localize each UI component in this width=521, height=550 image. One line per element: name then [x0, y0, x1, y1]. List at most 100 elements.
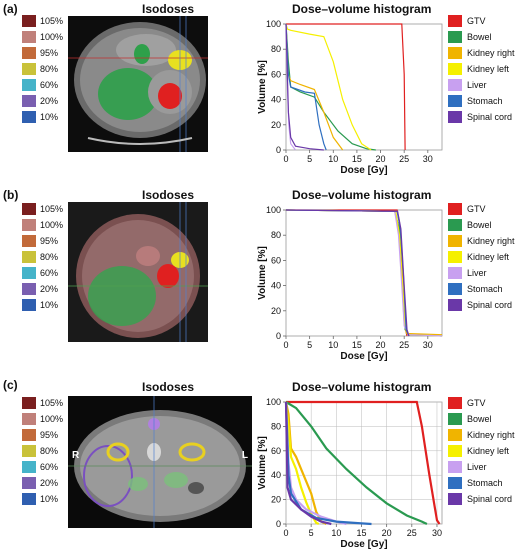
legend-swatch: [22, 477, 36, 489]
legend-swatch: [22, 461, 36, 473]
legend-label: 80%: [40, 252, 59, 262]
y-tick-label: 20: [271, 495, 281, 505]
structure-legend-item: Bowel: [448, 218, 492, 232]
legend-swatch: [448, 219, 462, 231]
y-axis-label: Volume [%]: [257, 436, 268, 490]
isodose-legend-item: 10%: [22, 492, 58, 506]
structure-legend-item: Spinal cord: [448, 110, 512, 124]
isodose-legend-item: 95%: [22, 46, 58, 60]
isodose-legend-item: 60%: [22, 460, 58, 474]
isodose-legend-item: 80%: [22, 444, 58, 458]
isodose-legend: 105% 100% 95% 80% 60% 20% 10%: [22, 396, 68, 508]
legend-swatch: [448, 251, 462, 263]
legend-label: 60%: [40, 462, 59, 472]
legend-label: Bowel: [467, 32, 492, 42]
panel-b: (b) Isodoses 105% 100% 95% 80% 60% 20% 1…: [0, 186, 521, 366]
structure-legend-item: Liver: [448, 266, 487, 280]
legend-swatch: [448, 461, 462, 473]
x-tick-label: 20: [376, 340, 386, 350]
legend-swatch: [22, 219, 36, 231]
legend-swatch: [448, 477, 462, 489]
x-tick-label: 15: [352, 340, 362, 350]
legend-swatch: [22, 397, 36, 409]
x-tick-label: 20: [376, 154, 386, 164]
legend-label: 105%: [40, 398, 64, 408]
x-tick-label: 30: [423, 340, 433, 350]
isodose-legend-item: 95%: [22, 428, 58, 442]
legend-swatch: [448, 267, 462, 279]
legend-label: 80%: [40, 64, 59, 74]
legend-label: Kidney left: [467, 446, 510, 456]
x-tick-label: 25: [407, 528, 417, 538]
series-line-kidney-left: [285, 23, 372, 151]
ct-image: [68, 16, 208, 152]
structure-legend-item: Liver: [448, 460, 487, 474]
structure-legend-item: Spinal cord: [448, 298, 512, 312]
x-tick-label: 10: [328, 154, 338, 164]
legend-label: 105%: [40, 16, 64, 26]
legend-label: Kidney left: [467, 64, 510, 74]
legend-label: Kidney right: [467, 236, 515, 246]
ct-right-mark: R: [72, 450, 80, 461]
ct-image: [68, 202, 208, 342]
legend-swatch: [22, 267, 36, 279]
legend-label: 10%: [40, 300, 59, 310]
legend-label: GTV: [467, 16, 486, 26]
legend-swatch: [448, 413, 462, 425]
isodose-legend-item: 20%: [22, 94, 58, 108]
isodose-legend-item: 60%: [22, 78, 58, 92]
dvh-title: Dose–volume histogram: [292, 380, 432, 394]
structure-legend-item: Stomach: [448, 476, 503, 490]
legend-label: GTV: [467, 398, 486, 408]
isodose-legend-item: 105%: [22, 202, 63, 216]
dvh-title: Dose–volume histogram: [292, 188, 432, 202]
legend-label: Spinal cord: [467, 300, 513, 310]
isodose-legend-item: 60%: [22, 266, 58, 280]
structure-legend: GTV Bowel Kidney right Kidney left Liver…: [448, 396, 521, 508]
legend-label: Stomach: [467, 284, 503, 294]
legend-label: Bowel: [467, 414, 492, 424]
x-tick-label: 5: [309, 528, 314, 538]
x-tick-label: 15: [352, 154, 362, 164]
x-tick-label: 5: [307, 340, 312, 350]
legend-swatch: [22, 235, 36, 247]
legend-label: Kidney right: [467, 430, 515, 440]
legend-label: 60%: [40, 268, 59, 278]
legend-swatch: [448, 493, 462, 505]
structure-legend: GTV Bowel Kidney right Kidney left Liver…: [448, 202, 521, 314]
x-tick-label: 15: [356, 528, 366, 538]
y-tick-label: 100: [266, 397, 281, 407]
ct-image-graphic: [68, 202, 208, 342]
series-line-spinal-cord: [285, 23, 324, 151]
legend-label: Liver: [467, 462, 487, 472]
legend-swatch: [448, 47, 462, 59]
legend-label: 20%: [40, 284, 59, 294]
structure-legend-item: Kidney left: [448, 62, 509, 76]
y-tick-label: 20: [271, 120, 281, 130]
isodose-legend-item: 95%: [22, 234, 58, 248]
legend-label: Stomach: [467, 478, 503, 488]
x-tick-label: 30: [423, 154, 433, 164]
structure-legend-item: Kidney left: [448, 250, 509, 264]
legend-label: Liver: [467, 268, 487, 278]
legend-swatch: [448, 79, 462, 91]
legend-swatch: [22, 203, 36, 215]
y-tick-label: 60: [271, 69, 281, 79]
x-tick-label: 10: [328, 340, 338, 350]
structure-legend-item: GTV: [448, 396, 486, 410]
legend-swatch: [22, 15, 36, 27]
legend-swatch: [22, 299, 36, 311]
dvh-chart: 0 5 10 15 20 25 30 0 20 40 60 80 100 Dose [Gy] Volume …: [257, 205, 443, 362]
structure-legend-item: Stomach: [448, 282, 503, 296]
legend-label: 100%: [40, 220, 64, 230]
panel-label: (a): [3, 2, 18, 16]
panel-c: (c) Isodoses 105% 100% 95% 80% 60% 20% 1…: [0, 376, 521, 550]
x-tick-label: 30: [432, 528, 442, 538]
y-tick-label: 80: [271, 230, 281, 240]
ct-image-graphic: [68, 396, 252, 528]
isodose-legend-item: 20%: [22, 476, 58, 490]
legend-swatch: [22, 95, 36, 107]
y-tick-label: 0: [276, 519, 281, 529]
structure-legend-item: Kidney right: [448, 428, 515, 442]
y-tick-label: 40: [271, 95, 281, 105]
